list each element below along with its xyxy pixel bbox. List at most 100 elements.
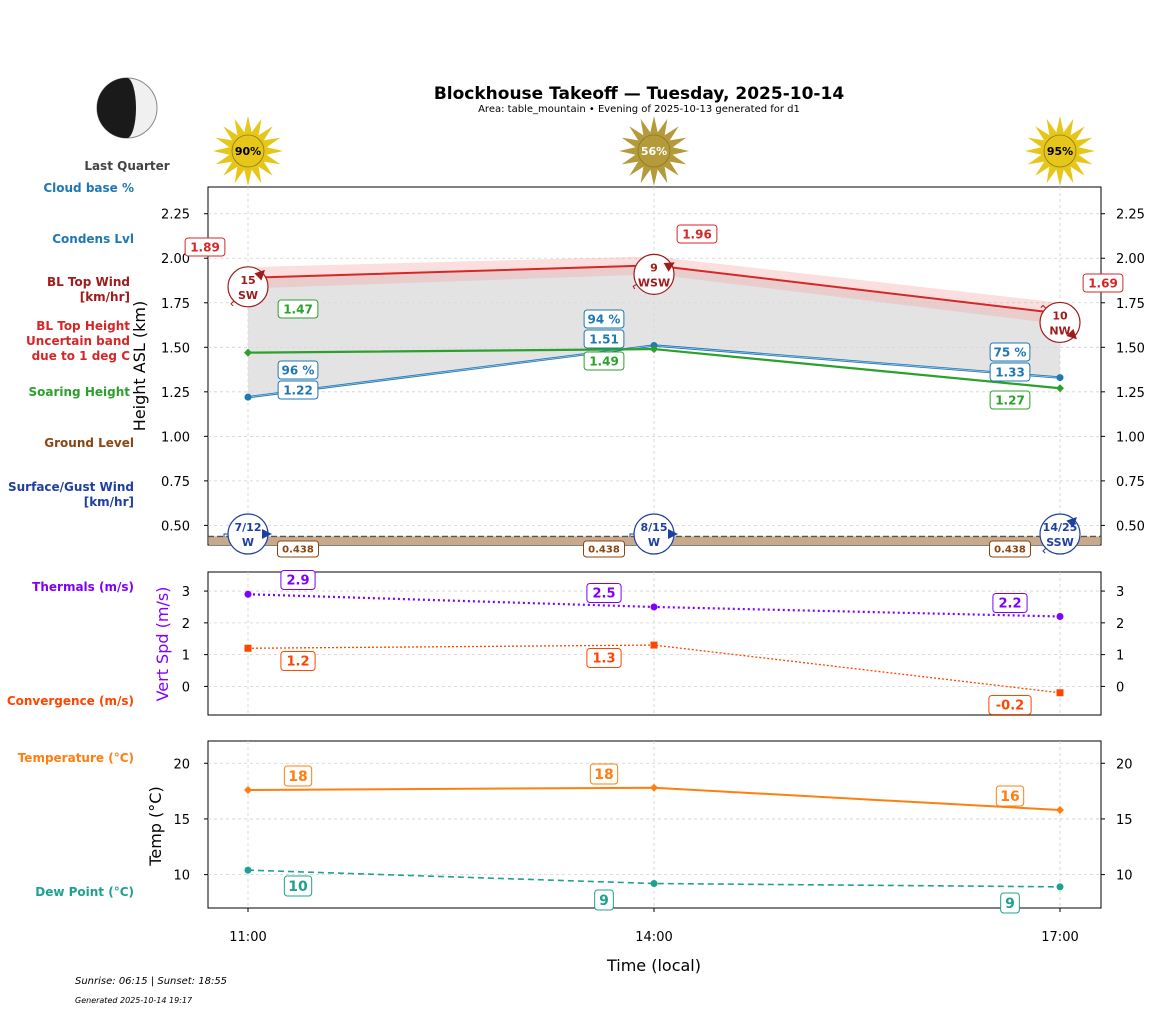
height-ytick-label-right: 1.25 xyxy=(1116,386,1145,401)
cloud-base-pct-label-text: 96 % xyxy=(282,363,315,377)
surface-wind: 8/15 W xyxy=(629,513,678,555)
ground-value-label-box xyxy=(277,540,319,558)
x-axis-label: Time (local) xyxy=(606,956,701,975)
temperature-value-label-text: 16 xyxy=(1000,789,1019,805)
condens-value-label-box xyxy=(989,362,1031,382)
temperature-value-label-box xyxy=(589,763,619,785)
soaring-point xyxy=(244,348,252,357)
vertical_speed-ytick-label-right: 3 xyxy=(1116,585,1124,600)
ground-value-label-box xyxy=(989,540,1031,558)
bl-top-wind-arrow xyxy=(1066,328,1077,340)
surface-wind: 14/25 SSW xyxy=(1039,513,1081,555)
bl-top-wind-dir: WSW xyxy=(638,276,670,289)
ground-value-label: 0.438 xyxy=(989,540,1031,558)
height-ytick-label-right: 1.50 xyxy=(1116,341,1145,356)
side-label-convergence: Convergence (m/s) xyxy=(7,694,134,708)
temperature-point xyxy=(1056,806,1064,815)
dewpoint-line xyxy=(247,869,1061,888)
vertical_speed-ytick-label-right: 0 xyxy=(1116,680,1124,695)
sun-icon: 56% xyxy=(619,116,689,186)
ground-value-label: 0.438 xyxy=(583,540,625,558)
ground-value-label-text: 0.438 xyxy=(994,545,1026,556)
x-tick-label: 17:00 xyxy=(1041,930,1078,945)
cloud-base-pct-label: 75 % xyxy=(989,342,1031,362)
soaring-value-label-box xyxy=(583,351,625,371)
condens-value-label: 1.22 xyxy=(277,380,319,400)
generated-stamp: Generated 2025-10-14 19:17 xyxy=(75,996,193,1005)
surface-wind-arrow xyxy=(262,529,272,539)
temperature-point xyxy=(244,785,252,794)
ground-value-label-text: 0.438 xyxy=(282,545,314,556)
sun-pct-label: 90% xyxy=(235,145,261,158)
height-ytick-label-right: 0.50 xyxy=(1116,519,1145,534)
height-ytick-label-right: 0.75 xyxy=(1116,475,1145,490)
side-label-dewpoint: Dew Point (°C) xyxy=(35,885,134,899)
thermals-value-label-text: 2.9 xyxy=(286,574,309,589)
chart-title: Blockhouse Takeoff — Tuesday, 2025-10-14 xyxy=(434,84,844,104)
convergence-value-label: -0.2 xyxy=(988,695,1032,715)
condens-value-label-text: 1.33 xyxy=(995,365,1025,379)
bl-top-value-label-box xyxy=(676,224,718,244)
dewpoint-point xyxy=(1056,883,1064,891)
vertical_speed-ytick-label-right: 2 xyxy=(1116,617,1124,632)
condens-value-label-text: 1.51 xyxy=(589,332,619,346)
vertical_speed-ytick-label-left: 3 xyxy=(182,585,190,600)
side-label-surface-unit: [km/hr] xyxy=(84,495,134,509)
dewpoint-point xyxy=(244,866,252,874)
surface-wind-barb xyxy=(223,533,228,537)
sun-disc xyxy=(637,134,671,168)
thermals-value-label-box xyxy=(586,583,622,603)
side-label-bl-degc: due to 1 deg C xyxy=(32,349,131,363)
ground-value-label-box xyxy=(583,540,625,558)
convergence-point xyxy=(1056,689,1064,697)
surface-wind: 7/12 W xyxy=(223,513,272,555)
surface-wind-barb xyxy=(629,533,634,537)
convergence-value-label: 1.3 xyxy=(586,648,622,668)
vertical_speed-ytick-label-right: 1 xyxy=(1116,649,1124,664)
thermals-value-label-text: 2.2 xyxy=(998,597,1021,612)
soaring-point xyxy=(650,345,658,354)
height-ytick-label-left: 2.25 xyxy=(161,208,190,223)
chart-subtitle: Area: table_mountain • Evening of 2025-1… xyxy=(478,104,800,115)
temperature-point xyxy=(650,783,658,792)
temperature-ytick-label-left: 15 xyxy=(173,813,190,828)
vertical_speed-ytick-label-left: 1 xyxy=(182,649,190,664)
height-ytick-label-right: 2.00 xyxy=(1116,252,1145,267)
dewpoint-value-label: 9 xyxy=(1000,892,1020,914)
bl-top-wind: 9 WSW xyxy=(632,253,675,295)
thermals-point xyxy=(244,590,252,598)
sun-disc xyxy=(231,134,265,168)
height-ytick-label-left: 1.50 xyxy=(161,341,190,356)
bl-top-value-label: 1.96 xyxy=(676,224,718,244)
bl-top-value-label-text: 1.69 xyxy=(1088,276,1118,290)
vspeed-panel-frame xyxy=(207,571,1102,716)
dewpoint-value-label-box xyxy=(1000,892,1020,914)
thermals-value-label: 2.9 xyxy=(280,570,316,590)
x-tick-label: 11:00 xyxy=(229,930,266,945)
temperature-value-label: 16 xyxy=(995,785,1025,807)
convergence-value-label: 1.2 xyxy=(280,651,316,671)
cloud-base-pct-label-text: 75 % xyxy=(994,345,1027,359)
height-ytick-label-left: 1.75 xyxy=(161,297,190,312)
sun-times: Sunrise: 06:15 | Sunset: 18:55 xyxy=(75,976,227,987)
condens-point xyxy=(244,393,252,401)
bl-top-wind-arrow xyxy=(254,269,265,281)
condens-value-label: 1.33 xyxy=(989,362,1031,382)
soaring-value-label-box xyxy=(989,390,1031,410)
sun-icon: 90% xyxy=(213,116,283,186)
bl-top-wind-barb xyxy=(230,300,235,307)
temperature-ytick-label-left: 20 xyxy=(173,757,190,772)
bl-top-value-label-box xyxy=(1082,273,1124,293)
bl-uncertain-band xyxy=(248,256,1060,325)
temperature-value-label-box xyxy=(283,765,313,787)
side-label-bl-height: BL Top Height xyxy=(36,319,130,333)
vertical_speed-ytick-label-left: 2 xyxy=(182,617,190,632)
surface-wind-dir: W xyxy=(648,536,660,549)
thermals-value-label-box xyxy=(280,570,316,590)
surface-wind-speed: 8/15 xyxy=(641,521,668,534)
cloud-base-pct-label-box xyxy=(277,360,319,380)
temperature-value-label-box xyxy=(995,785,1025,807)
soaring-value-label-text: 1.47 xyxy=(283,302,313,316)
temperature-ytick-label-right: 20 xyxy=(1116,757,1133,772)
